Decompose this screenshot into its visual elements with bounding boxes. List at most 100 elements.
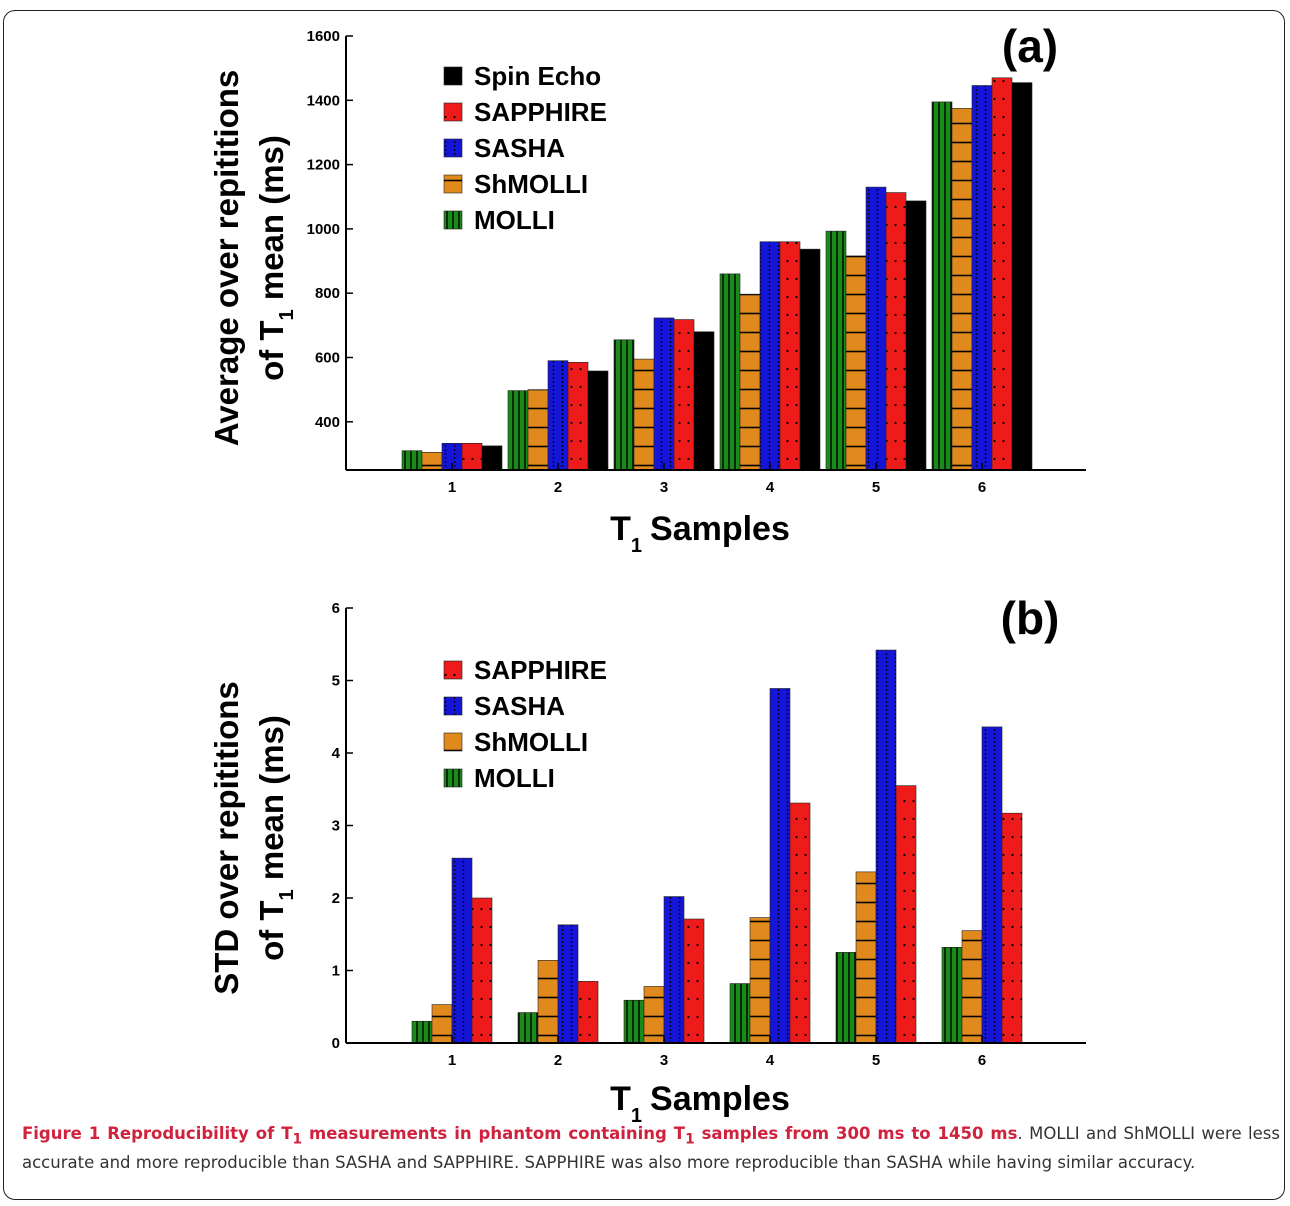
legend-swatch-molli [443, 768, 463, 788]
bar-sasha-sample-5 [865, 186, 887, 471]
y-tick-label: 6 [332, 600, 340, 617]
bar-spin-echo-sample-3 [693, 331, 715, 471]
panel-label: (b) [1001, 592, 1060, 644]
bar-sapphire-sample-1 [461, 443, 483, 471]
legend-label-molli: MOLLI [474, 763, 555, 793]
y-tick-label: 1200 [307, 157, 340, 174]
bar-sapphire-sample-4 [789, 802, 811, 1044]
x-axis-title: T1 Samples [610, 1080, 790, 1127]
bar-sasha-sample-1 [451, 857, 473, 1044]
y-axis-title-pre: of T [253, 320, 290, 380]
bar-sasha-sample-4 [769, 688, 791, 1044]
caption-lead: Figure 1 Reproducibility of T1 measureme… [22, 1124, 1018, 1148]
bar-sasha-sample-2 [547, 360, 569, 471]
legend-swatch-shmolli [443, 732, 463, 752]
y-tick-label: 1000 [307, 221, 340, 238]
y-tick-label: 1 [332, 963, 340, 980]
panel-b-chart: 1 2 3 4 5 6 0 1 2 3 4 5 6 STD over repititions of T1 m… [208, 592, 1086, 1127]
bar-sapphire-sample-6 [1001, 812, 1023, 1044]
bar-shmolli-sample-6 [961, 930, 983, 1044]
y-tick-label: 3 [332, 818, 340, 835]
x-axis-title-t: T [610, 510, 631, 548]
x-tick-label: 3 [660, 1052, 668, 1069]
legend-swatch-molli [443, 210, 463, 230]
bar-spin-echo-sample-1 [481, 445, 503, 471]
bar-sasha-sample-3 [663, 896, 685, 1044]
x-tick-label: 4 [766, 479, 775, 496]
y-tick-label: 400 [315, 414, 340, 431]
bar-molli-sample-4 [719, 273, 741, 471]
legend-label-spin-echo: Spin Echo [474, 61, 601, 91]
bar-shmolli-sample-4 [739, 293, 761, 471]
bar-sapphire-sample-2 [567, 362, 589, 471]
bar-molli-sample-2 [517, 1012, 539, 1044]
x-tick-label: 6 [978, 479, 986, 496]
bar-sapphire-sample-3 [673, 319, 695, 471]
legend-label-molli: MOLLI [474, 205, 555, 235]
bar-molli-sample-2 [507, 390, 529, 471]
y-axis-title-line2: of T1 mean (ms) [253, 715, 298, 961]
x-tick-label: 4 [766, 1052, 775, 1069]
bar-spin-echo-sample-2 [587, 370, 609, 471]
bar-shmolli-sample-4 [749, 917, 771, 1044]
x-tick-label: 3 [660, 479, 668, 496]
y-tick-label: 0 [332, 1035, 340, 1052]
legend-swatch-sasha [443, 696, 463, 716]
bar-sapphire-sample-6 [991, 77, 1013, 471]
bar-sasha-sample-5 [875, 649, 897, 1044]
y-axis-title-line1: STD over repititions [208, 681, 245, 995]
x-tick-label: 2 [554, 479, 562, 496]
bar-shmolli-sample-6 [951, 108, 973, 471]
bar-molli-sample-1 [411, 1020, 433, 1044]
x-tick-label: 2 [554, 1052, 562, 1069]
legend-label-sapphire: SAPPHIRE [474, 655, 607, 685]
bar-shmolli-sample-5 [845, 255, 867, 471]
x-axis-title-rest: Samples [650, 510, 790, 548]
legend-label-shmolli: ShMOLLI [474, 727, 588, 757]
panel-a-chart: 1 2 3 4 5 6 400 600 800 1000 1200 1400 1600 Average o… [208, 20, 1086, 557]
bar-molli-sample-3 [623, 999, 645, 1044]
bar-spin-echo-sample-4 [799, 248, 821, 471]
y-axis-title-line1: Average over repititions [208, 70, 245, 447]
bar-molli-sample-6 [941, 946, 963, 1044]
legend-swatch-sasha [443, 138, 463, 158]
y-tick-label: 600 [315, 349, 340, 366]
x-tick-label: 1 [448, 1052, 456, 1069]
legend-label-sapphire: SAPPHIRE [474, 97, 607, 127]
y-axis-title-pre: of T [253, 900, 290, 960]
bar-molli-sample-1 [401, 450, 423, 471]
y-axis-title-line2: of T1 mean (ms) [253, 135, 298, 381]
figure-caption: Figure 1 Reproducibility of T1 measureme… [22, 1122, 1280, 1175]
bar-molli-sample-6 [931, 101, 953, 471]
x-axis-title-t: T [610, 1080, 631, 1118]
bar-sapphire-sample-2 [577, 981, 599, 1044]
x-tick-label: 1 [448, 479, 456, 496]
panel-label: (a) [1002, 20, 1058, 72]
y-tick-label: 1400 [307, 92, 340, 109]
bar-shmolli-sample-3 [643, 986, 665, 1044]
bar-shmolli-sample-5 [855, 871, 877, 1044]
y-tick-label: 5 [332, 673, 340, 690]
bar-sapphire-sample-3 [683, 918, 705, 1044]
x-tick-label: 5 [872, 1052, 880, 1069]
y-axis-title-post: mean (ms) [253, 715, 290, 889]
legend-swatch-spin-echo [443, 66, 463, 86]
y-axis-title-sub: 1 [276, 309, 298, 320]
x-tick-label: 6 [978, 1052, 986, 1069]
bar-sasha-sample-4 [759, 241, 781, 471]
legend-swatch-shmolli [443, 174, 463, 194]
y-tick-label: 1600 [307, 28, 340, 45]
legend-swatch-sapphire [443, 102, 463, 122]
bar-sapphire-sample-5 [885, 192, 907, 471]
bar-sapphire-sample-5 [895, 785, 917, 1044]
bar-sasha-sample-6 [971, 85, 993, 471]
bar-spin-echo-sample-5 [905, 200, 927, 471]
bar-shmolli-sample-2 [537, 960, 559, 1044]
legend-label-sasha: SASHA [474, 133, 565, 163]
y-tick-label: 2 [332, 890, 340, 907]
legend-swatch-sapphire [443, 660, 463, 680]
bar-sasha-sample-2 [557, 924, 579, 1044]
legend-label-sasha: SASHA [474, 691, 565, 721]
y-tick-label: 4 [332, 745, 341, 762]
